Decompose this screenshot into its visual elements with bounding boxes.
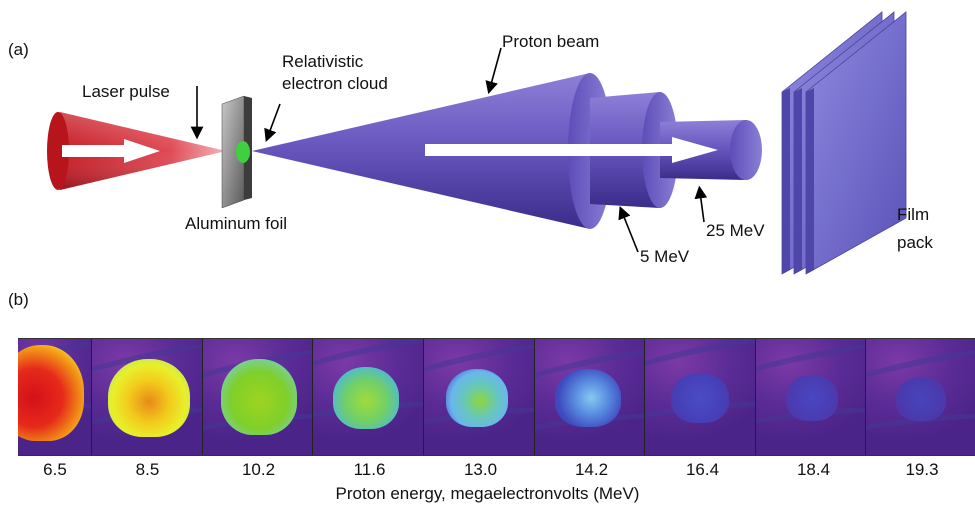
energy-5-label: 5 MeV [640,247,690,266]
film-frame [312,339,423,455]
panel-a-tag: (a) [8,40,29,59]
energy-tick: 14.2 [574,460,609,479]
aluminum-foil-label: Aluminum foil [185,214,288,233]
film-image-strip [18,338,975,456]
energy-tick: 6.5 [43,460,67,479]
film-frame [754,339,866,455]
energy-tick: 19.3 [905,460,939,479]
film-pack [781,11,907,275]
film-frame [422,339,534,455]
energy-tick: 16.4 [685,460,720,479]
laser-pulse-label: Laser pulse [82,82,170,101]
film-frame [91,339,202,455]
laser-arrow-icon [62,139,160,163]
film-label: Film [897,205,930,224]
energy-tick: 10.2 [241,460,276,479]
laser-pulse-cone [47,112,222,190]
film-frame [18,339,92,455]
film-frame [644,339,755,455]
proton-beam-cone [252,73,762,229]
beam-arrow-icon [425,137,718,163]
energy-axis-title: Proton energy, megaelectronvolts (MeV) [335,484,640,503]
energy-tick: 8.5 [135,460,160,479]
film-frame [201,339,313,455]
energy-tick: 11.6 [353,460,386,479]
relativistic-label: Relativistic [282,52,364,71]
electron-cloud [236,141,250,163]
proton-beam-label: Proton beam [502,32,600,51]
pack-label: pack [897,233,933,252]
energy-tick: 13.0 [463,460,498,479]
film-frame [865,339,975,455]
leader-arrows [190,47,708,253]
proton-beam-schematic [47,11,907,275]
energy-tick-row: 6.5 8.5 10.2 11.6 13.0 14.2 16.4 18.4 19… [18,459,975,481]
energy-25-label: 25 MeV [706,221,765,240]
aluminum-foil [221,95,252,209]
panel-b-tag: (b) [8,290,29,309]
electron-cloud-label: electron cloud [282,74,388,93]
energy-tick: 18.4 [796,460,831,479]
film-frame [533,339,645,455]
